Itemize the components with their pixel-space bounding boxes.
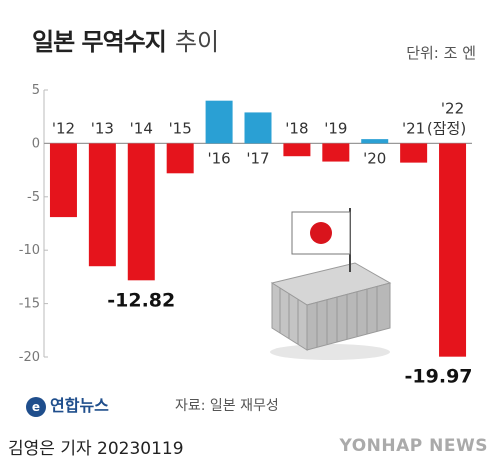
x-tick-label: '17 xyxy=(246,149,269,167)
x-tick-label: '18 xyxy=(285,119,308,137)
data-label: -19.97 xyxy=(405,366,473,388)
footer: 김영은 기자 20230119 YONHAP NEWS xyxy=(0,428,500,474)
brand-name: 연합뉴스 xyxy=(50,396,109,415)
x-tick-label: '12 xyxy=(52,119,75,137)
bar-2 xyxy=(127,143,155,281)
x-tick-label: '19 xyxy=(324,119,347,137)
y-tick-label: -10 xyxy=(19,243,40,258)
container-ribs xyxy=(279,286,378,347)
y-tick-label: 5 xyxy=(32,83,40,98)
bar-10 xyxy=(439,143,467,357)
x-tick-label: '20 xyxy=(363,149,386,167)
source-note: 자료: 일본 재무성 xyxy=(175,398,279,414)
yonhap-logo-icon: e xyxy=(26,396,46,417)
x-tick-label: '14 xyxy=(130,119,153,137)
container-front xyxy=(306,282,391,351)
y-tick-label: -15 xyxy=(19,297,40,312)
chart-title: 일본 무역수지 추이 xyxy=(32,22,219,57)
bar-1 xyxy=(88,143,116,267)
title-sub: 추이 xyxy=(174,28,220,56)
chart-labels: '12 '13 '14 '15 '16 '17 '18 '19 '20 '21 '22 (잠정) -12… xyxy=(52,99,473,387)
publish-date: 20230119 xyxy=(97,439,184,459)
bar-0 xyxy=(49,143,77,218)
y-tick-label: 0 xyxy=(32,136,40,151)
bar-9 xyxy=(400,143,428,163)
container-shadow xyxy=(270,344,390,360)
x-tick-label: '15 xyxy=(169,119,192,137)
yonhap-watermark: YONHAP NEWS xyxy=(339,436,488,456)
bar-chart: 5 0 -5 -10 -15 -20 '12 '13 '14 '15 '16 '17 '18 '19 '2… xyxy=(19,83,473,388)
x-tick-label: '13 xyxy=(91,119,114,137)
title-main: 일본 무역수지 xyxy=(32,28,167,56)
bar-5 xyxy=(244,112,272,144)
bar-4 xyxy=(205,100,233,144)
bar-3 xyxy=(166,143,194,174)
reporter-name: 김영은 기자 xyxy=(8,439,92,459)
reporter-credit: 김영은 기자 20230119 xyxy=(8,434,184,459)
y-tick-label: -5 xyxy=(27,190,40,205)
unit-label: 단위: 조 엔 xyxy=(406,44,476,62)
x-tick-note: (잠정) xyxy=(427,119,466,137)
chart-bars xyxy=(49,100,467,357)
y-tick-label: -20 xyxy=(19,350,40,365)
flag-sun-icon xyxy=(310,222,332,244)
data-label: -12.82 xyxy=(107,289,175,311)
brand-logo: e 연합뉴스 xyxy=(26,392,109,417)
japan-container-illustration xyxy=(270,208,392,360)
bar-6 xyxy=(283,143,311,157)
x-tick-label: '21 xyxy=(402,119,425,137)
bar-7 xyxy=(322,143,350,162)
x-tick-label: '22 xyxy=(441,99,464,117)
x-tick-label: '16 xyxy=(207,149,230,167)
bar-8 xyxy=(361,139,389,144)
